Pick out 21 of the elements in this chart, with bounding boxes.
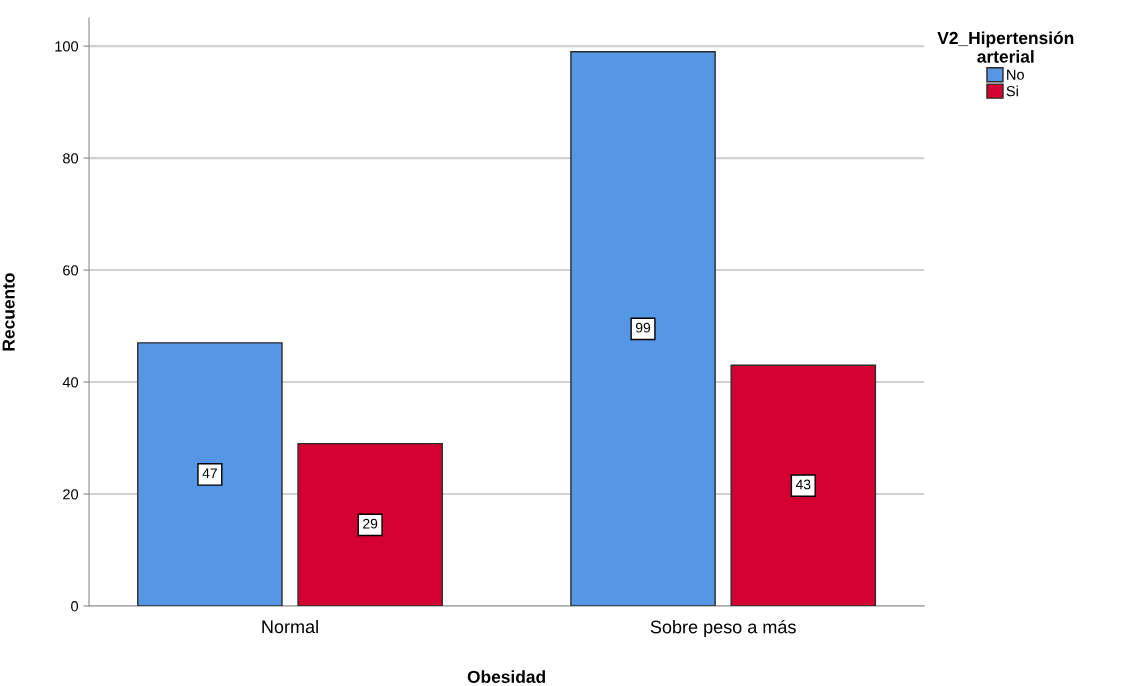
y-axis-title: Recuento bbox=[2, 273, 15, 351]
data-label: 43 bbox=[795, 479, 811, 490]
legend-title: V2_Hipertensión arterial bbox=[937, 31, 1074, 63]
bar bbox=[137, 342, 283, 607]
y-tick-label: 100 bbox=[55, 41, 79, 52]
bar bbox=[730, 364, 877, 607]
x-tick-label: Normal bbox=[262, 619, 318, 634]
x-axis-title: Obesidad bbox=[467, 670, 545, 684]
data-label: 29 bbox=[363, 518, 378, 529]
bar bbox=[570, 51, 716, 607]
y-tick-label: 20 bbox=[63, 489, 79, 500]
legend-label: Si bbox=[1006, 85, 1018, 97]
y-tick-label: 40 bbox=[62, 377, 79, 388]
legend-label: No bbox=[1007, 69, 1024, 80]
y-tick-label: 60 bbox=[63, 265, 79, 276]
data-label: 47 bbox=[202, 468, 217, 479]
x-tick-label: Sobre peso a más bbox=[650, 619, 796, 637]
y-tick-label: 80 bbox=[63, 153, 79, 164]
y-tick-label: 0 bbox=[71, 601, 79, 612]
bar bbox=[297, 442, 443, 607]
data-label: 99 bbox=[635, 322, 651, 333]
